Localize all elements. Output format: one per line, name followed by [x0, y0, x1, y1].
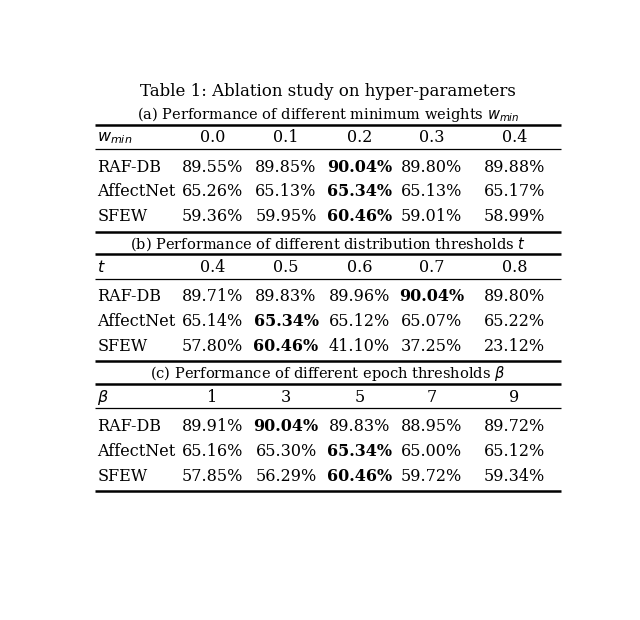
Text: 0.8: 0.8 — [502, 259, 527, 276]
Text: 0.3: 0.3 — [419, 130, 445, 146]
Text: 60.46%: 60.46% — [253, 338, 319, 355]
Text: 0.5: 0.5 — [273, 259, 299, 276]
Text: 0.7: 0.7 — [419, 259, 445, 276]
Text: 41.10%: 41.10% — [329, 338, 390, 355]
Text: 65.13%: 65.13% — [255, 184, 317, 200]
Text: 90.04%: 90.04% — [327, 159, 392, 175]
Text: 0.2: 0.2 — [347, 130, 372, 146]
Text: (b) Performance of different distribution thresholds $t$: (b) Performance of different distributio… — [130, 235, 526, 253]
Text: 57.80%: 57.80% — [182, 338, 243, 355]
Text: 89.71%: 89.71% — [182, 288, 243, 305]
Text: (c) Performance of different epoch thresholds $\beta$: (c) Performance of different epoch thres… — [150, 364, 506, 383]
Text: 59.95%: 59.95% — [255, 208, 317, 225]
Text: 0.0: 0.0 — [200, 130, 225, 146]
Text: RAF-DB: RAF-DB — [97, 418, 161, 435]
Text: 89.83%: 89.83% — [255, 288, 317, 305]
Text: 89.91%: 89.91% — [182, 418, 243, 435]
Text: 88.95%: 88.95% — [401, 418, 463, 435]
Text: 89.80%: 89.80% — [401, 159, 462, 175]
Text: 65.07%: 65.07% — [401, 313, 462, 330]
Text: SFEW: SFEW — [97, 208, 148, 225]
Text: 89.96%: 89.96% — [329, 288, 390, 305]
Text: 58.99%: 58.99% — [484, 208, 545, 225]
Text: 65.00%: 65.00% — [401, 443, 462, 459]
Text: 65.12%: 65.12% — [329, 313, 390, 330]
Text: $w_{min}$: $w_{min}$ — [97, 130, 132, 146]
Text: 59.36%: 59.36% — [182, 208, 243, 225]
Text: 65.13%: 65.13% — [401, 184, 463, 200]
Text: 65.30%: 65.30% — [255, 443, 317, 459]
Text: 1: 1 — [207, 389, 218, 405]
Text: 59.34%: 59.34% — [484, 467, 545, 484]
Text: 7: 7 — [427, 389, 437, 405]
Text: $t$: $t$ — [97, 259, 106, 276]
Text: 57.85%: 57.85% — [182, 467, 243, 484]
Text: 65.26%: 65.26% — [182, 184, 243, 200]
Text: 65.34%: 65.34% — [253, 313, 319, 330]
Text: 89.55%: 89.55% — [182, 159, 243, 175]
Text: 59.01%: 59.01% — [401, 208, 462, 225]
Text: RAF-DB: RAF-DB — [97, 159, 161, 175]
Text: 65.12%: 65.12% — [484, 443, 545, 459]
Text: 65.34%: 65.34% — [327, 184, 392, 200]
Text: 0.1: 0.1 — [273, 130, 299, 146]
Text: AffectNet: AffectNet — [97, 443, 175, 459]
Text: 37.25%: 37.25% — [401, 338, 462, 355]
Text: 9: 9 — [509, 389, 520, 405]
Text: 5: 5 — [355, 389, 365, 405]
Text: 65.14%: 65.14% — [182, 313, 243, 330]
Text: 59.72%: 59.72% — [401, 467, 462, 484]
Text: 0.6: 0.6 — [347, 259, 372, 276]
Text: 3: 3 — [281, 389, 291, 405]
Text: 60.46%: 60.46% — [327, 467, 392, 484]
Text: 65.34%: 65.34% — [327, 443, 392, 459]
Text: 0.4: 0.4 — [502, 130, 527, 146]
Text: 23.12%: 23.12% — [484, 338, 545, 355]
Text: 65.22%: 65.22% — [484, 313, 545, 330]
Text: $\beta$: $\beta$ — [97, 388, 109, 407]
Text: 60.46%: 60.46% — [327, 208, 392, 225]
Text: 89.80%: 89.80% — [484, 288, 545, 305]
Text: 89.85%: 89.85% — [255, 159, 317, 175]
Text: 89.72%: 89.72% — [484, 418, 545, 435]
Text: 65.16%: 65.16% — [182, 443, 243, 459]
Text: 90.04%: 90.04% — [253, 418, 319, 435]
Text: RAF-DB: RAF-DB — [97, 288, 161, 305]
Text: Table 1: Ablation study on hyper-parameters: Table 1: Ablation study on hyper-paramet… — [140, 83, 516, 100]
Text: (a) Performance of different minimum weights $w_{min}$: (a) Performance of different minimum wei… — [137, 105, 519, 124]
Text: SFEW: SFEW — [97, 338, 148, 355]
Text: AffectNet: AffectNet — [97, 313, 175, 330]
Text: 56.29%: 56.29% — [255, 467, 317, 484]
Text: 0.4: 0.4 — [200, 259, 225, 276]
Text: 90.04%: 90.04% — [399, 288, 464, 305]
Text: 89.83%: 89.83% — [329, 418, 390, 435]
Text: 65.17%: 65.17% — [484, 184, 545, 200]
Text: 89.88%: 89.88% — [484, 159, 545, 175]
Text: AffectNet: AffectNet — [97, 184, 175, 200]
Text: SFEW: SFEW — [97, 467, 148, 484]
